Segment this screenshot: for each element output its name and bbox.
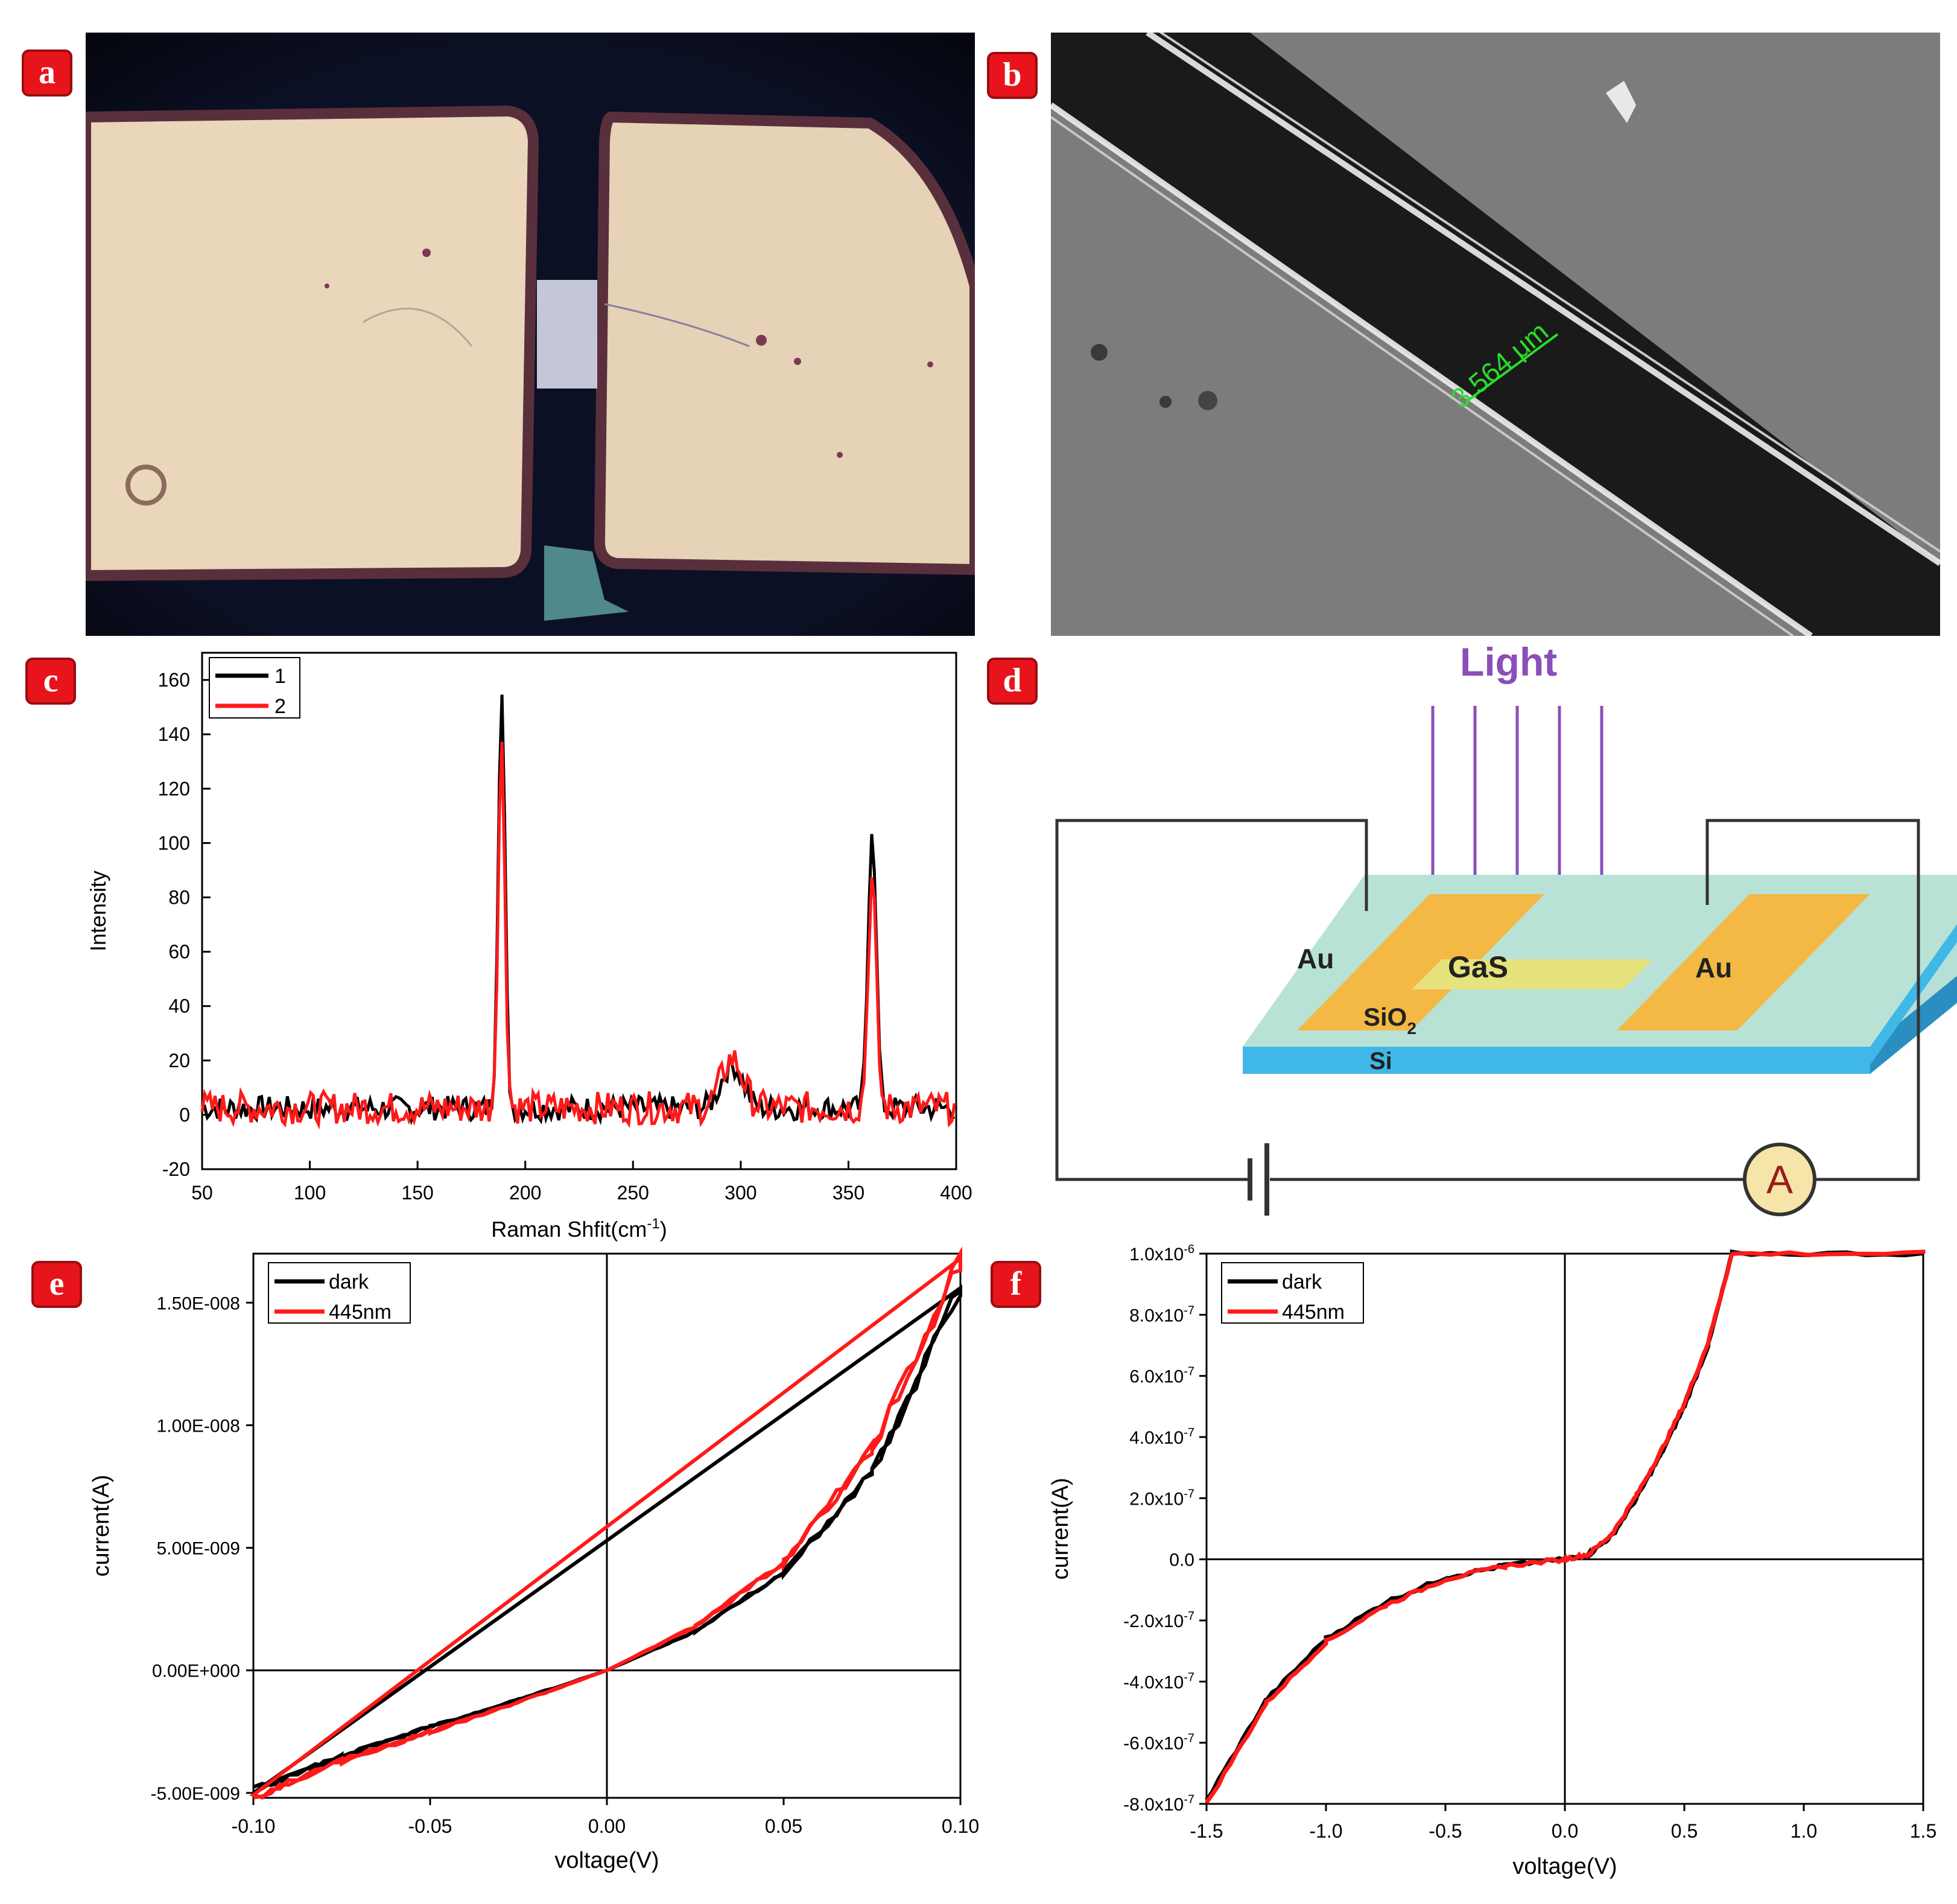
x-tick-label: -1.5 [1190, 1820, 1223, 1842]
panel-e-iv-chart: -0.10 -0.05 0.00 0.05 0.10 -5.00E-009 0.00E+00… [89, 1246, 979, 1873]
y-tick-label: 0.0 [1169, 1550, 1194, 1570]
legend-label-445nm: 445nm [1282, 1301, 1345, 1324]
x-tick-label: 0.5 [1671, 1820, 1698, 1842]
y-tick-label: 40 [168, 995, 190, 1017]
au-left-label: Au [1297, 943, 1334, 974]
panel-label-f: f [991, 1261, 1041, 1308]
y-tick-label: 0 [179, 1104, 190, 1126]
measurement-bar [1465, 333, 1559, 403]
legend-label-445nm: 445nm [329, 1301, 392, 1324]
gas-channel [1412, 959, 1653, 989]
y-tick-label: 2.0x10-7 [1129, 1487, 1194, 1509]
ammeter [1743, 1143, 1816, 1216]
au-left-electrode [1297, 894, 1544, 1030]
light-label: Light [1460, 639, 1557, 684]
panel-c-raman-chart: 50 100 150 200 250 300 350 400-2002040608010012… [86, 652, 972, 1242]
x-tick-label: 1.0 [1790, 1820, 1817, 1842]
y-tick-label: 6.0x10-7 [1129, 1365, 1194, 1387]
x-tick-label: 0.0 [1552, 1820, 1578, 1842]
y-tick-label: 0.00E+000 [152, 1661, 240, 1681]
x-tick-label: -0.05 [408, 1815, 452, 1837]
x-tick-label: 250 [617, 1182, 649, 1204]
x-tick-label: 0.05 [765, 1815, 802, 1837]
panel-d-device-schematic: Light Au GaS Au SiO2 Si A [1055, 639, 1957, 1216]
si-label: Si [1369, 1048, 1392, 1074]
y-tick-label: 80 [168, 886, 190, 908]
channel-gap [1051, 33, 1940, 636]
legend-label-1: 1 [274, 665, 286, 688]
x-tick-label: -1.0 [1309, 1820, 1342, 1842]
y-tick-label: 100 [158, 832, 190, 854]
x-tick-label: 300 [725, 1182, 756, 1204]
x-tick-label: 100 [294, 1182, 326, 1204]
y-tick-label: -4.0x10-7 [1123, 1671, 1194, 1692]
y-tick-label: 20 [168, 1050, 190, 1071]
panel-label-c: c [25, 658, 76, 705]
y-tick-label: 5.00E-009 [157, 1539, 240, 1559]
y-axis-label: Intensity [86, 871, 110, 951]
y-tick-label: -20 [162, 1158, 190, 1180]
y-tick-label: 1.00E-008 [157, 1416, 240, 1436]
x-axis-label: voltage(V) [554, 1848, 659, 1873]
legend-box [209, 657, 300, 719]
x-tick-label: 0.10 [942, 1815, 979, 1837]
x-tick-label: 1.5 [1910, 1820, 1936, 1842]
x-axis-label: voltage(V) [1512, 1854, 1617, 1879]
x-tick-label: 50 [191, 1182, 213, 1204]
x-axis-label: Raman Shfit(cm-1) [491, 1216, 667, 1242]
legend-label-dark: dark [1282, 1271, 1322, 1293]
au-right-label: Au [1695, 952, 1732, 983]
x-tick-label: -0.5 [1429, 1820, 1462, 1842]
y-tick-label: -6.0x10-7 [1123, 1732, 1194, 1754]
y-axis-label: current(A) [1048, 1478, 1073, 1580]
y-tick-label: 1.50E-008 [157, 1293, 240, 1313]
plot-frame [201, 652, 957, 1170]
sio2-layer [1243, 1047, 1870, 1074]
panel-label-b: b [987, 52, 1038, 99]
series-2-line [200, 741, 956, 1130]
y-tick-label: 140 [158, 723, 190, 745]
panel-f-iv-chart: -1.5 -1.0 -0.5 0.0 0.5 1.0 1.5 -8.0x10-7 -6.0x10… [1048, 1243, 1936, 1879]
panel-a-micrograph [86, 33, 975, 636]
x-tick-label: 200 [509, 1182, 541, 1204]
y-tick-label: -8.0x10-7 [1123, 1793, 1194, 1815]
y-tick-label: 8.0x10-7 [1129, 1304, 1194, 1325]
panel-label-d: d [987, 658, 1038, 705]
x-tick-label: 0.00 [588, 1815, 626, 1837]
y-tick-label: -5.00E-009 [151, 1784, 240, 1804]
legend-label-dark: dark [329, 1271, 369, 1293]
y-tick-label: 4.0x10-7 [1129, 1426, 1194, 1448]
x-tick-label: 150 [401, 1182, 433, 1204]
y-tick-label: -2.0x10-7 [1123, 1610, 1194, 1631]
y-tick-label: 120 [158, 778, 190, 799]
x-tick-label: 350 [833, 1182, 864, 1204]
panel-b-sem-image: 3.564 μm [1051, 33, 1940, 636]
gas-label: GaS [1448, 950, 1508, 984]
series-445nm-line [1205, 1249, 1926, 1804]
y-tick-label: 160 [158, 669, 190, 691]
y-tick-label: 60 [168, 941, 190, 963]
x-tick-label: 400 [940, 1182, 972, 1204]
sio2-label: SiO2 [1363, 1003, 1416, 1038]
gas-flake [537, 280, 597, 389]
panel-label-a: a [22, 49, 72, 97]
ammeter-label: A [1766, 1157, 1793, 1202]
legend-label-2: 2 [274, 695, 286, 718]
panel-label-e: e [31, 1261, 82, 1308]
series-1-line [201, 694, 956, 1126]
right-electrode [594, 111, 975, 576]
au-right-electrode [1617, 894, 1870, 1030]
left-electrode [86, 105, 539, 582]
circuit-wire [1055, 819, 1368, 1181]
x-tick-label: -0.10 [232, 1815, 276, 1837]
y-tick-label: 1.0x10-6 [1129, 1243, 1194, 1265]
series-445nm-line [249, 1246, 962, 1800]
y-axis-label: current(A) [89, 1475, 114, 1577]
